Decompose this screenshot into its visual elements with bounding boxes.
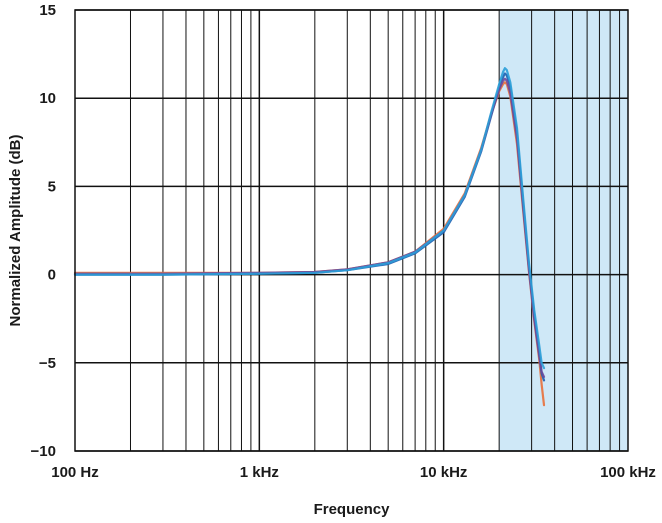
y-tick-label: 15 bbox=[39, 2, 56, 19]
series-line-2 bbox=[73, 72, 546, 382]
y-tick-label: 0 bbox=[48, 267, 56, 284]
series-line-1 bbox=[73, 81, 546, 407]
plot-frame bbox=[74, 9, 629, 452]
series-line-3 bbox=[73, 77, 546, 378]
x-tick-label: 10 kHz bbox=[420, 464, 468, 481]
x-tick-label: 100 Hz bbox=[51, 464, 99, 481]
y-axis-title: Normalized Amplitude (dB) bbox=[7, 135, 24, 327]
highlighted-frequency-band bbox=[499, 10, 628, 451]
y-tick-label: 5 bbox=[48, 178, 56, 195]
x-tick-label: 1 kHz bbox=[240, 464, 279, 481]
x-tick-labels: 100 Hz 1 kHz 10 kHz 100 kHz bbox=[51, 464, 656, 481]
y-tick-label: 10 bbox=[39, 90, 56, 107]
x-axis-title: Frequency bbox=[314, 501, 391, 518]
shaded-band bbox=[499, 10, 628, 451]
y-tick-label: −10 bbox=[31, 443, 56, 460]
y-tick-labels: 15 10 5 0 −5 −10 bbox=[31, 2, 56, 460]
x-tick-label: 100 kHz bbox=[600, 464, 656, 481]
y-tick-label: −5 bbox=[39, 355, 56, 372]
series-line-4 bbox=[73, 67, 546, 370]
series-group bbox=[73, 67, 546, 407]
